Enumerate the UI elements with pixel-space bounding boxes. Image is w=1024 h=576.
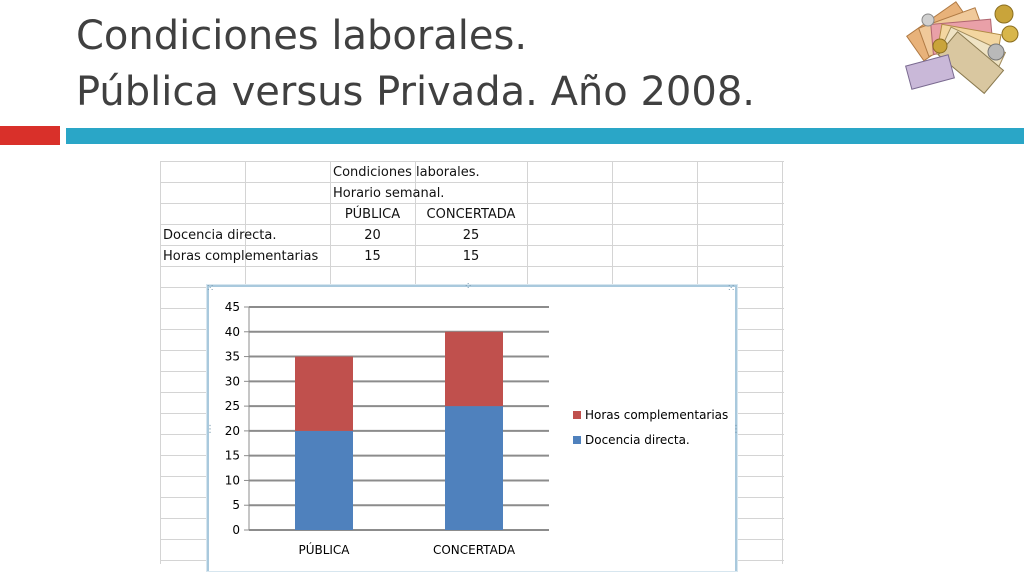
y-tick-label: 35: [225, 350, 240, 364]
y-tick-label: 10: [225, 473, 240, 487]
slide-title-line-1: Condiciones laborales.: [76, 13, 528, 59]
sheet-row-label: Docencia directa.: [163, 228, 277, 243]
bar: [445, 406, 503, 530]
sheet-cell-value: 15: [364, 249, 381, 264]
legend-swatch: [573, 411, 581, 419]
sheet-cell-value: 25: [462, 228, 480, 243]
legend-swatch: [573, 436, 581, 444]
y-tick-label: 0: [232, 523, 240, 537]
banknote-fan: [905, 1, 1007, 95]
sheet-title-2: Horario semanal.: [333, 186, 445, 201]
x-tick-label: CONCERTADA: [433, 543, 516, 557]
bar: [295, 430, 353, 530]
resize-handle-top-right[interactable]: ⁙: [727, 283, 736, 294]
y-tick-label: 40: [225, 325, 240, 339]
stacked-bar-chart: 0 5 10 15 20 25 30 35 40 45 PÚBLICA CONCERTADA Horas…: [225, 300, 729, 557]
sheet-header-concertada: CONCERTADA: [426, 207, 516, 222]
resize-handle-left[interactable]: ⋮: [205, 424, 215, 435]
sheet-cell-value: 15: [462, 249, 480, 264]
y-tick-label: 15: [225, 449, 240, 463]
euro-money-image: [905, 1, 1019, 95]
y-tick-label: 20: [225, 424, 240, 438]
sheet-header-publica: PÚBLICA: [344, 207, 401, 222]
chart-frame[interactable]: ⁙ ⁘ ⁙ ⋮ ⋮ 0 5 10 15 20 25 30 35 40 45 PÚBLICA CONCE…: [205, 281, 741, 571]
bar: [295, 356, 353, 431]
resize-handle-right[interactable]: ⋮: [731, 424, 741, 435]
legend-label: Docencia directa.: [585, 433, 690, 447]
x-tick-label: PÚBLICA: [298, 542, 350, 557]
y-tick-label: 45: [225, 300, 240, 314]
coins: [921, 4, 1019, 61]
resize-handle-top-left[interactable]: ⁙: [206, 283, 215, 294]
accent-bar-teal: [66, 128, 1024, 144]
slide-title: Condiciones laborales. Pública versus Pr…: [76, 8, 755, 120]
bar: [445, 331, 503, 407]
sheet-cell-value: 20: [364, 228, 381, 243]
accent-bar-red: [0, 126, 60, 145]
y-tick-label: 5: [232, 498, 240, 512]
resize-handle-top[interactable]: ⁘: [464, 281, 473, 292]
slide-title-line-2: Pública versus Privada. Año 2008.: [76, 69, 755, 115]
sheet-title-1: Condiciones laborales.: [333, 165, 480, 180]
legend-label: Horas complementarias: [585, 408, 728, 422]
y-tick-label: 25: [225, 399, 240, 413]
sheet-row-label: Horas complementarias: [163, 249, 319, 264]
y-tick-label: 30: [225, 374, 240, 388]
